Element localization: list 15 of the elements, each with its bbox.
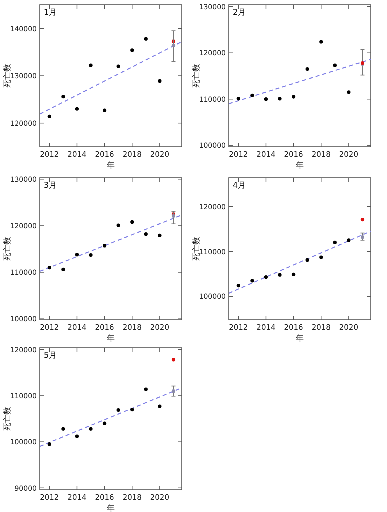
x-axis-title: 年 [296,161,304,170]
chart-title: 2月 [233,8,246,17]
x-axis-title: 年 [296,334,304,343]
y-axis-title: 死亡数 [192,64,201,88]
y-axis-title: 死亡数 [3,64,12,88]
chart-title: 3月 [44,181,58,190]
chart-title: 5月 [44,351,58,360]
y-axis-title: 死亡数 [3,237,12,261]
chart-title: 1月 [44,8,58,17]
x-axis-title: 年 [107,161,115,170]
y-axis-title: 死亡数 [192,237,201,261]
x-axis-title: 年 [107,504,115,512]
chart-title: 4月 [233,181,246,190]
x-axis-title: 年 [107,334,115,343]
y-axis-title: 死亡数 [3,407,12,431]
